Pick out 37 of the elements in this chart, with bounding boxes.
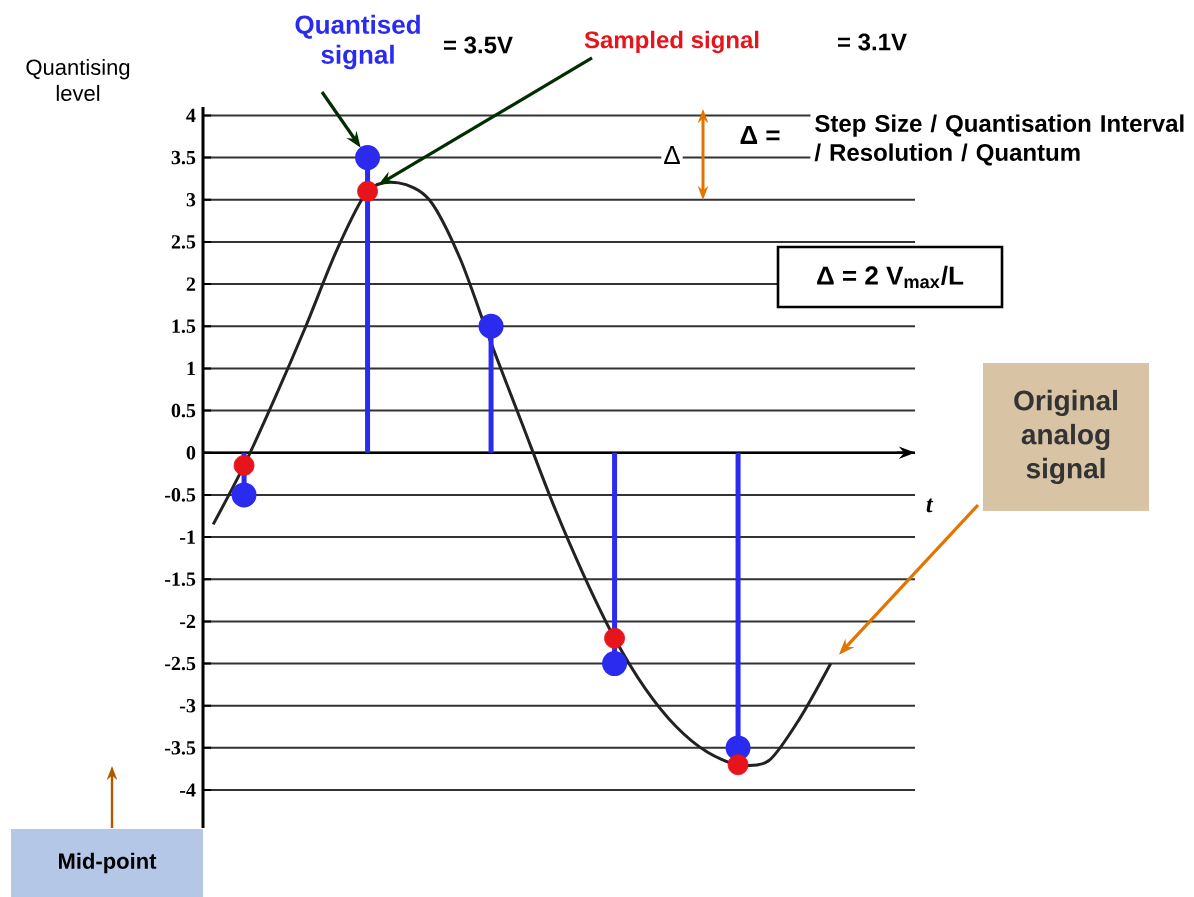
y-tick-label: 1.5: [172, 319, 196, 333]
y-tick-label: -3: [180, 699, 196, 713]
y-tick-label: -1.5: [165, 572, 196, 586]
point: [355, 145, 381, 171]
point: [357, 180, 378, 202]
annotation: Δ = 2 V$_{max}$/L: [817, 265, 964, 289]
y-tick-label: 4: [186, 108, 196, 123]
y-tick-label: 2: [186, 277, 196, 291]
text: = 3.5V: [443, 36, 513, 54]
text: = 3.1V: [837, 33, 907, 51]
point: [604, 627, 625, 649]
point: [231, 482, 257, 508]
y-tick-label: -4: [180, 783, 196, 797]
point: [233, 454, 255, 476]
annotation: Step Size / Quantisation Interval / Resolution / Quantum: [814, 114, 1184, 166]
x-axis-title: t: [926, 498, 934, 513]
y-tick-label: 2.5: [171, 235, 196, 249]
point: [478, 313, 504, 339]
point: [727, 754, 749, 776]
y-tick-label: -2: [180, 614, 196, 629]
y-axis-title: Quantising level: [26, 58, 130, 102]
y-tick-label: -2.5: [165, 656, 196, 671]
text: Sampled signal: [584, 30, 759, 54]
y-tick-label: -0.5: [165, 488, 196, 502]
y-tick-label: -3.5: [165, 741, 196, 755]
point: [602, 651, 628, 677]
y-tick-label: 0: [186, 445, 196, 460]
text: Mid-point: [59, 852, 157, 874]
y-tick-label: 3: [186, 193, 196, 207]
y-tick-label: -1: [180, 530, 195, 544]
text: Quantised signal: [295, 14, 420, 70]
text: Original analog signal: [1014, 389, 1117, 485]
y-tick-label: 3.5: [171, 150, 196, 165]
y-tick-label: 1: [187, 361, 195, 376]
y-tick-label: 0.5: [171, 403, 196, 418]
annotation: Δ =: [740, 126, 780, 144]
annotation: Δ: [664, 146, 680, 164]
